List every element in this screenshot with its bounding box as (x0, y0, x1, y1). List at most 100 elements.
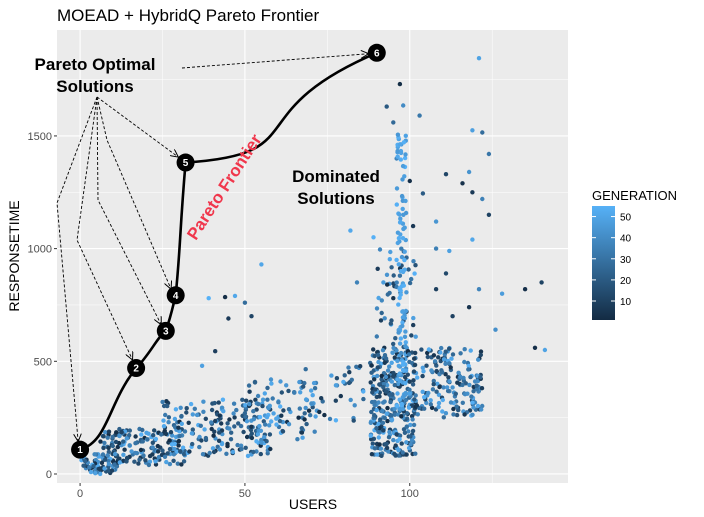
solution-point (404, 290, 409, 295)
solution-point (187, 449, 192, 454)
solution-point (140, 427, 145, 433)
solution-point (406, 352, 412, 357)
solution-point (113, 439, 119, 445)
dominated-label-line2: Solutions (297, 189, 374, 208)
solution-point (277, 418, 283, 424)
solution-point (188, 401, 194, 407)
solution-point (242, 300, 248, 305)
solution-point (249, 435, 255, 441)
solution-point (197, 434, 202, 440)
solution-point (430, 387, 436, 392)
solution-point (394, 403, 400, 409)
solution-point (380, 408, 385, 414)
solution-point (190, 441, 195, 447)
solution-point (493, 327, 498, 332)
solution-point (92, 452, 97, 457)
solution-point (199, 438, 204, 443)
solution-point (286, 407, 292, 412)
solution-point (389, 265, 394, 270)
solution-point (251, 449, 256, 455)
solution-point (216, 438, 222, 443)
solution-point (181, 452, 187, 457)
solution-point (306, 408, 312, 413)
solution-point (471, 405, 476, 410)
solution-point (202, 427, 207, 432)
y-tick-label: 1500 (28, 131, 52, 143)
solution-point (486, 151, 492, 157)
solution-point (354, 280, 360, 285)
solution-point (368, 380, 373, 385)
solution-point (372, 399, 377, 404)
solution-point (436, 392, 442, 397)
solution-point (391, 370, 396, 376)
solution-point (254, 407, 259, 412)
solution-point (152, 428, 157, 433)
solution-point (372, 446, 378, 451)
solution-point (403, 381, 408, 386)
solution-point (98, 439, 103, 444)
solution-point (411, 259, 416, 264)
solution-point (267, 423, 272, 428)
solution-point (249, 431, 254, 436)
solution-point (240, 397, 245, 402)
solution-point (411, 322, 416, 328)
solution-point (300, 435, 305, 440)
solution-point (476, 287, 482, 292)
solution-point (155, 443, 160, 449)
solution-point (271, 411, 276, 416)
solution-point (179, 421, 184, 426)
solution-point (431, 353, 437, 358)
solution-point (468, 348, 473, 353)
solution-point (190, 427, 195, 432)
solution-point (388, 399, 393, 405)
solution-point (165, 451, 170, 456)
solution-point (132, 459, 137, 464)
solution-point (261, 419, 266, 424)
solution-point (443, 349, 448, 354)
solution-point (351, 418, 356, 423)
solution-point (428, 398, 433, 403)
solution-point (302, 380, 307, 386)
pareto-point-4 (166, 286, 185, 305)
legend-tick-label: 20 (620, 276, 632, 287)
solution-point (400, 315, 406, 320)
solution-point (259, 440, 264, 445)
solution-point (403, 329, 408, 334)
solution-point (470, 190, 475, 195)
solution-point (391, 437, 396, 443)
solution-point (361, 396, 366, 402)
solution-point (397, 341, 403, 346)
solution-point (333, 398, 338, 403)
solution-point (262, 435, 267, 440)
solution-point (393, 336, 398, 341)
solution-point (217, 430, 222, 435)
solution-point (369, 363, 374, 368)
solution-point (378, 446, 384, 451)
solution-point (161, 403, 167, 409)
dominated-solutions-layer (78, 56, 548, 477)
legend-title: GENERATION (592, 188, 677, 203)
solution-point (384, 445, 390, 451)
solution-point (333, 418, 339, 423)
solution-point (417, 113, 422, 118)
solution-point (310, 393, 315, 398)
solution-point (176, 438, 182, 444)
solution-point (264, 415, 270, 420)
solution-point (278, 404, 283, 409)
solution-point (263, 422, 268, 427)
solution-point (372, 377, 377, 382)
solution-point (346, 380, 352, 386)
solution-point (470, 128, 475, 133)
solution-point (395, 240, 400, 246)
solution-point (198, 423, 203, 428)
solution-point (397, 295, 402, 301)
solution-point (227, 426, 232, 431)
solution-point (371, 347, 376, 352)
solution-point (387, 392, 392, 397)
solution-point (298, 390, 303, 395)
dominated-label-line1: Dominated (292, 167, 380, 186)
solution-point (217, 447, 223, 452)
solution-point (398, 232, 403, 237)
solution-point (269, 381, 274, 386)
